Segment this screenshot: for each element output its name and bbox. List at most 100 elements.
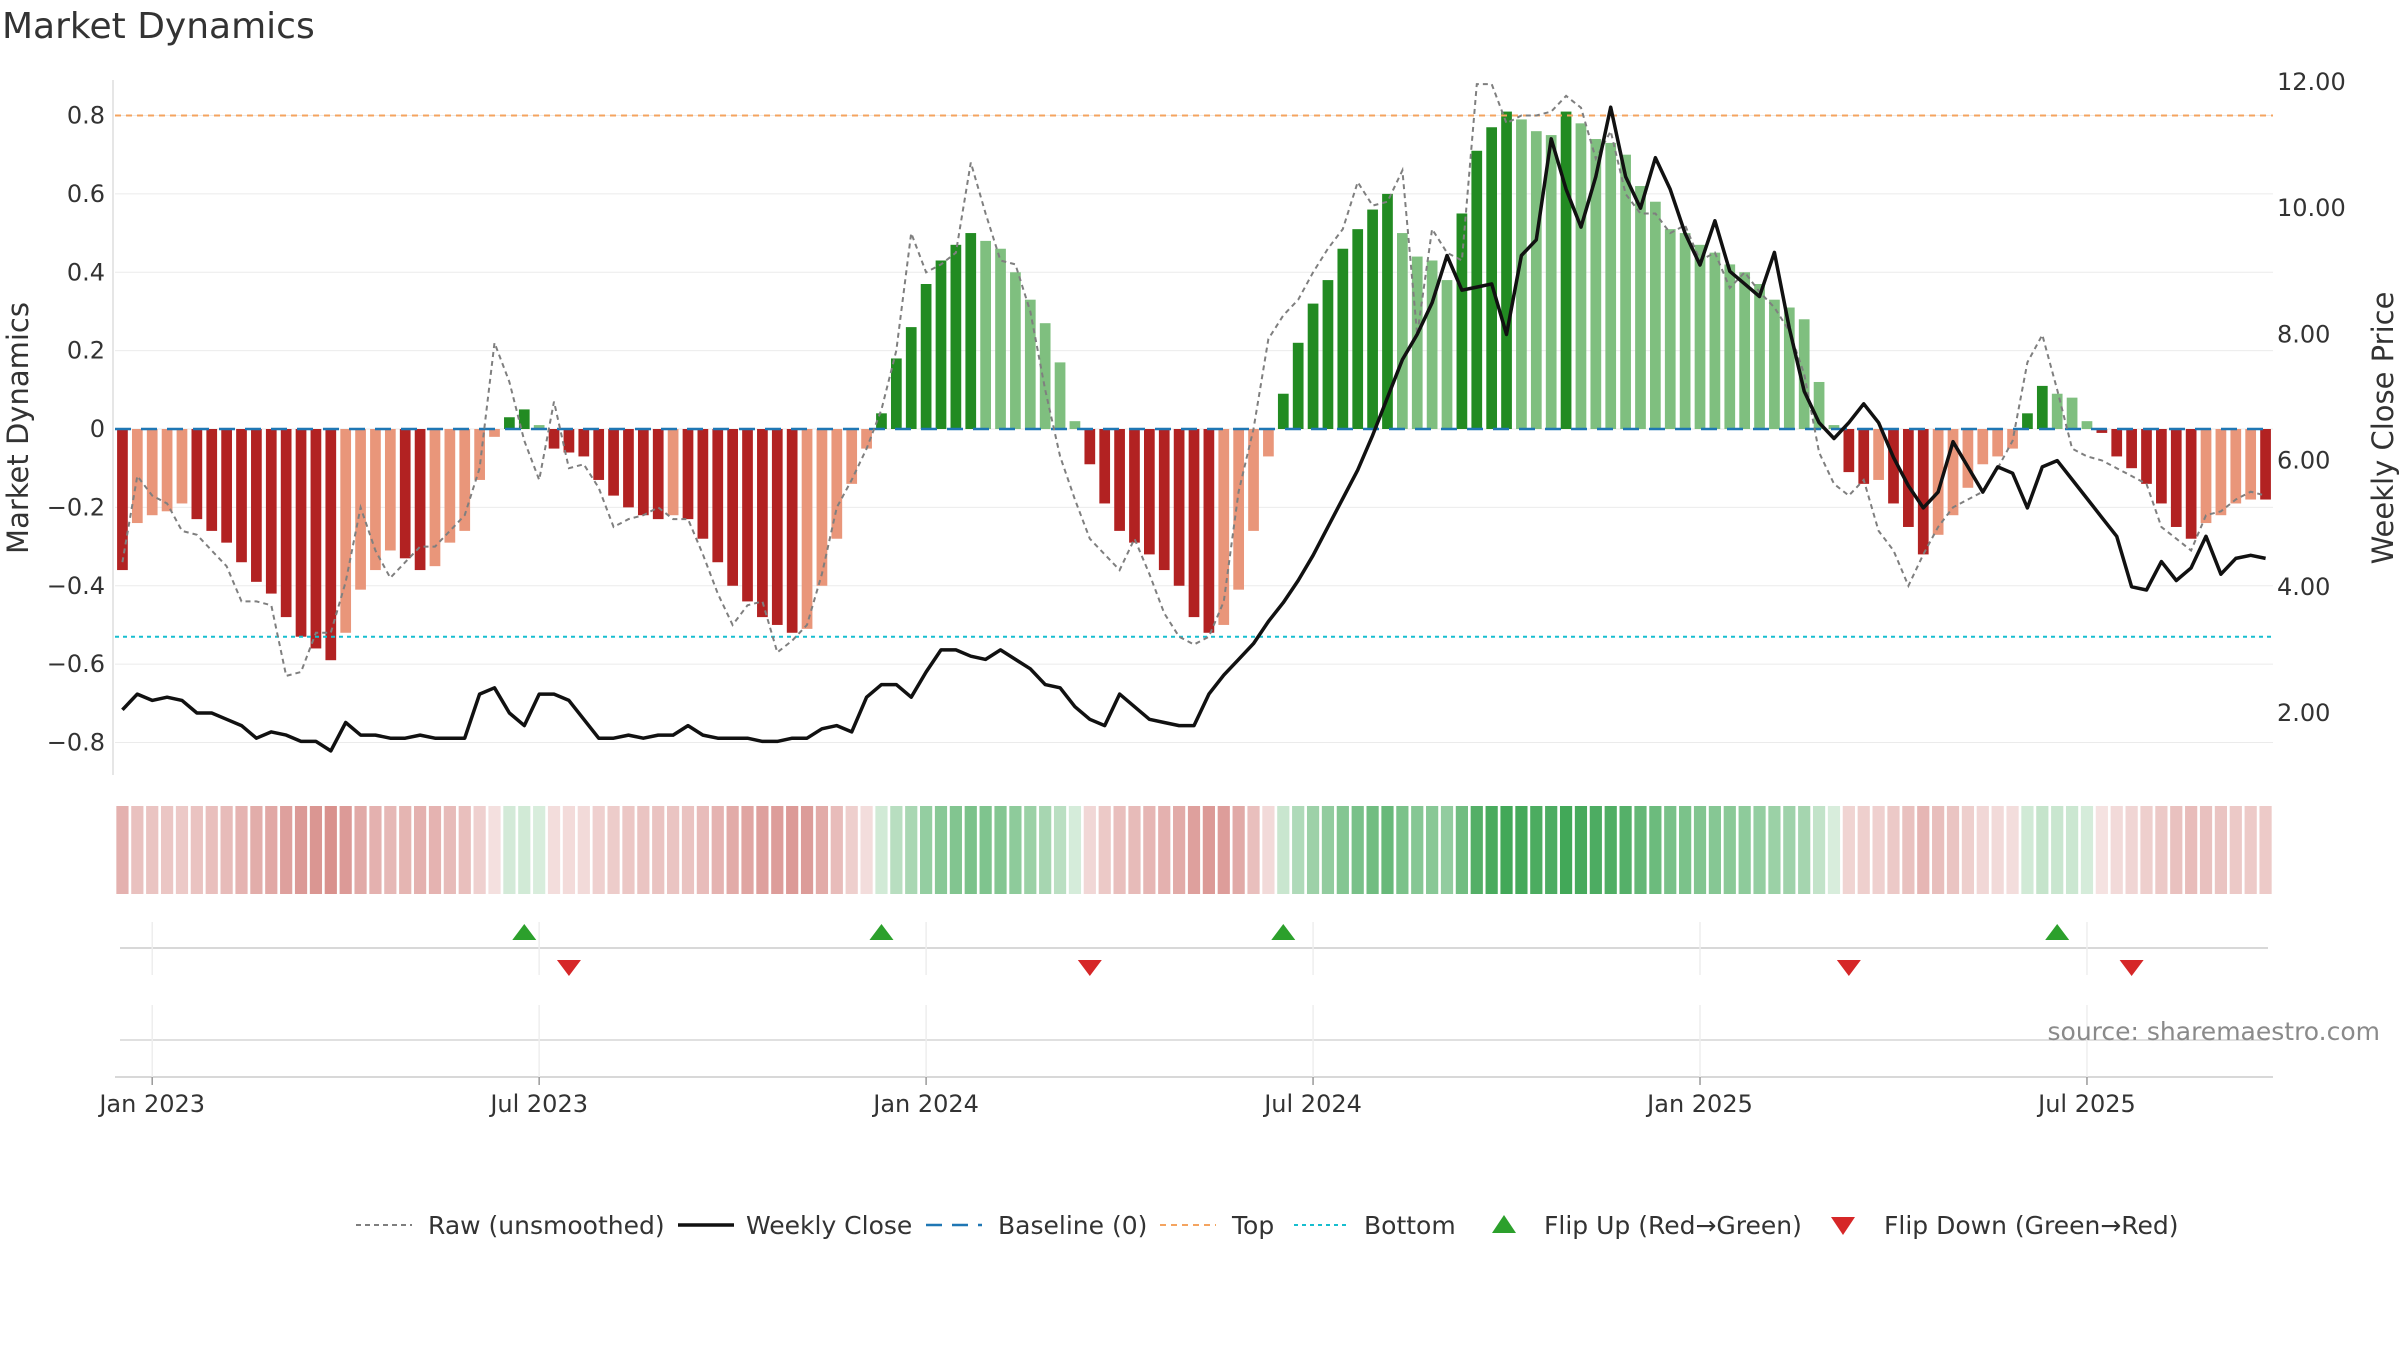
- bar: [920, 284, 932, 429]
- regime-cell: [339, 806, 352, 894]
- bar: [251, 429, 262, 582]
- bar: [146, 429, 158, 516]
- bar: [1203, 429, 1215, 633]
- regime-cell: [160, 806, 174, 894]
- regime-cell: [146, 806, 159, 894]
- bar: [846, 429, 858, 484]
- x-tick-label: Jan 2024: [871, 1090, 979, 1118]
- legend-swatch-flipdown: [1831, 1217, 1855, 1235]
- regime-cell: [979, 806, 992, 894]
- regime-cell: [1738, 806, 1751, 894]
- flip-down-marker: [1077, 960, 1102, 976]
- regime-cell: [1589, 806, 1602, 894]
- regime-cell: [1545, 806, 1558, 894]
- regime-cell: [1842, 806, 1855, 894]
- bar: [1277, 393, 1289, 429]
- bar: [2215, 429, 2227, 516]
- regime-cell: [428, 806, 442, 894]
- bar: [2066, 397, 2078, 429]
- regime-cell: [250, 806, 263, 894]
- regime-cell: [533, 806, 546, 894]
- bar: [2096, 429, 2108, 433]
- regime-cell: [964, 806, 977, 894]
- bar: [325, 429, 337, 661]
- regime-cell: [2185, 806, 2198, 894]
- bar: [1635, 186, 1646, 429]
- regime-cell: [1679, 806, 1692, 894]
- bar: [712, 429, 724, 563]
- legend-label-bottom: Bottom: [1364, 1211, 1456, 1240]
- bar: [1054, 362, 1066, 429]
- bar: [623, 429, 634, 508]
- regime-cell: [235, 806, 248, 894]
- x-tick-label: Jan 2023: [97, 1090, 205, 1118]
- y2-tick-label: 10.00: [2277, 194, 2346, 222]
- legend-label-baseline: Baseline (0): [998, 1211, 1147, 1240]
- bar: [1888, 429, 1899, 504]
- bar: [236, 429, 247, 563]
- regime-cell: [503, 806, 516, 894]
- bar: [593, 429, 605, 480]
- bar: [950, 244, 962, 429]
- regime-cell: [324, 806, 337, 894]
- bar: [548, 429, 560, 449]
- bar: [1143, 429, 1155, 555]
- regime-cell: [2229, 806, 2242, 894]
- bar: [280, 429, 292, 618]
- regime-cell: [1827, 806, 1841, 894]
- bar: [578, 429, 590, 457]
- regime-cell: [1187, 806, 1201, 894]
- bar: [1947, 429, 1959, 516]
- regime-cell: [1559, 806, 1573, 894]
- bar: [161, 429, 173, 512]
- bar: [1248, 429, 1259, 531]
- bar: [1486, 127, 1498, 429]
- regime-cell: [607, 806, 620, 894]
- bar: [1545, 135, 1557, 429]
- bar: [2170, 429, 2182, 527]
- bar: [1754, 284, 1765, 429]
- bar: [861, 429, 872, 449]
- bar: [1233, 429, 1245, 590]
- regime-cell: [131, 806, 144, 894]
- regime-cell: [1262, 806, 1275, 894]
- bar: [771, 429, 783, 625]
- regime-cell: [1113, 806, 1126, 894]
- bar: [504, 417, 515, 429]
- flip-down-marker: [556, 960, 581, 976]
- regime-cell: [2125, 806, 2138, 894]
- regime-cell: [622, 806, 635, 894]
- bar: [816, 429, 828, 586]
- bar: [1441, 280, 1453, 429]
- regime-cell: [1411, 806, 1424, 894]
- bar: [1382, 193, 1393, 429]
- regime-cell: [205, 806, 218, 894]
- flip-up-marker: [869, 924, 894, 940]
- regime-cell: [2006, 806, 2019, 894]
- bar: [1903, 429, 1914, 527]
- source-text: source: sharemaestro.com: [2048, 1017, 2381, 1046]
- regime-cell: [815, 806, 829, 894]
- bar: [1337, 248, 1349, 429]
- bar: [1084, 429, 1096, 465]
- x-tick-label: Jul 2025: [2036, 1090, 2136, 1118]
- regime-cell: [458, 806, 471, 894]
- bar: [1024, 299, 1036, 429]
- series-lines: [115, 83, 2273, 753]
- bar: [310, 429, 322, 649]
- bar: [1783, 307, 1795, 429]
- regime-cell: [756, 806, 769, 894]
- regime-cell: [1381, 806, 1394, 894]
- bar: [905, 327, 917, 429]
- bar: [444, 429, 456, 543]
- bar: [1322, 280, 1334, 429]
- regime-cell: [1812, 806, 1826, 894]
- bar: [2245, 429, 2257, 500]
- regime-cell: [294, 806, 308, 894]
- bar: [1739, 272, 1751, 429]
- regime-cell: [2036, 806, 2049, 894]
- regime-cell: [1604, 806, 1617, 894]
- y2-axis-label: Weekly Close Price: [2366, 292, 2400, 565]
- bar: [2126, 429, 2137, 469]
- legend-label-flipdown: Flip Down (Green→Red): [1884, 1211, 2179, 1240]
